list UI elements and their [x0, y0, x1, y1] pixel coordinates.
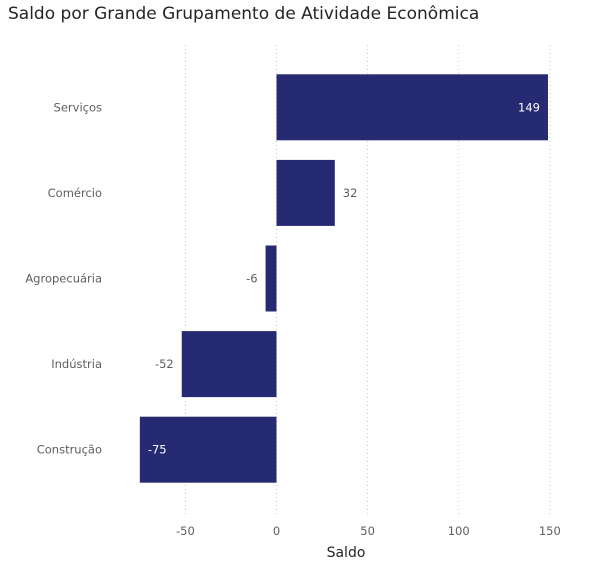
data-labels: 149 32 -6 -52 -75 — [148, 100, 540, 456]
category-label: Agropecuária — [25, 272, 102, 286]
x-axis-title: Saldo — [327, 545, 366, 561]
bar — [139, 416, 277, 483]
bars — [139, 74, 548, 483]
data-label: -52 — [155, 357, 174, 371]
category-label: Serviços — [54, 100, 102, 114]
category-labels: Serviços Comércio Agropecuária Indústria Con… — [25, 100, 102, 456]
category-label: Indústria — [51, 357, 102, 371]
x-tick-label: 100 — [448, 524, 470, 538]
data-label: 32 — [343, 186, 358, 200]
category-label: Construção — [37, 443, 102, 457]
bar — [265, 245, 277, 312]
x-axis-ticks: -50 0 50 100 150 — [176, 524, 561, 538]
bar — [276, 159, 335, 226]
x-tick-label: 150 — [539, 524, 561, 538]
data-label: -75 — [148, 443, 167, 457]
bar — [181, 331, 277, 398]
bar — [276, 74, 548, 141]
data-label: 149 — [518, 100, 540, 114]
category-label: Comércio — [48, 186, 102, 200]
x-tick-label: -50 — [176, 524, 195, 538]
x-tick-label: 0 — [273, 524, 280, 538]
data-label: -6 — [246, 272, 257, 286]
x-tick-label: 50 — [360, 524, 375, 538]
chart-title: Saldo por Grande Grupamento de Atividade… — [8, 4, 480, 24]
